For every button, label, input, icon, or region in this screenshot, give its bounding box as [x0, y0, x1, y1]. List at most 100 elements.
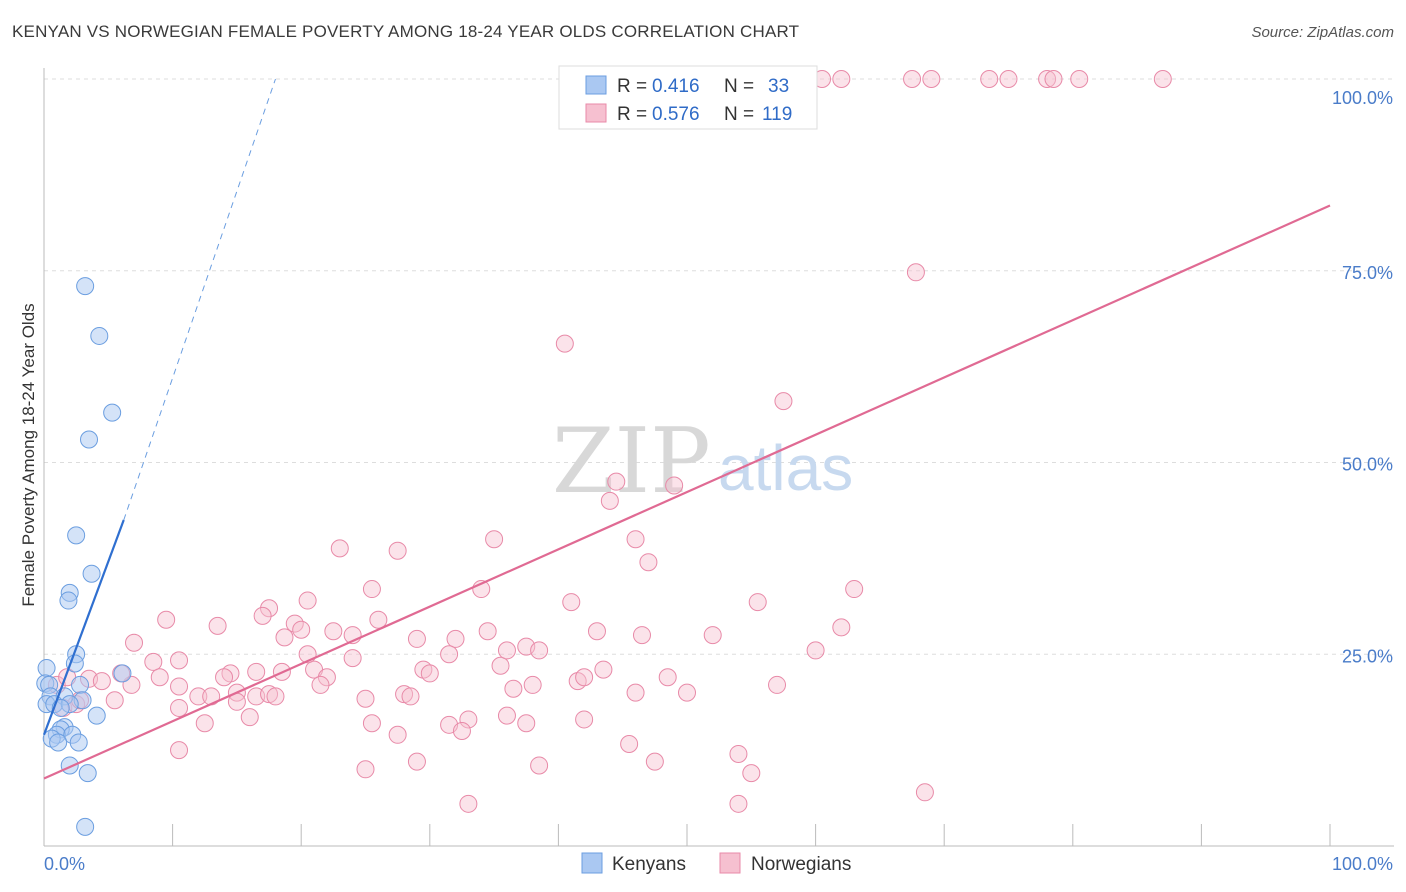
norwegians-point — [530, 641, 549, 660]
norwegians-point — [330, 539, 349, 558]
norwegians-point — [562, 593, 581, 612]
norwegians-point — [92, 672, 111, 691]
norwegians-point — [170, 698, 189, 717]
norwegians-point — [832, 70, 851, 88]
kenyans-point — [90, 326, 109, 345]
norwegians-point — [189, 687, 208, 706]
norwegians-point — [356, 760, 375, 779]
norwegians-point — [362, 580, 381, 599]
chart-title: KENYAN VS NORWEGIAN FEMALE POVERTY AMONG… — [12, 22, 800, 41]
norwegians-point — [362, 714, 381, 733]
norwegians-point — [356, 689, 375, 708]
norwegians-point — [1038, 70, 1057, 88]
norwegians-point — [922, 70, 941, 88]
kenyans-point — [76, 817, 95, 836]
norwegians-point — [620, 734, 639, 753]
norwegians-point — [999, 70, 1018, 88]
norwegians-point — [170, 651, 189, 670]
norwegians-trend-line — [43, 204, 1331, 780]
norwegians-point — [703, 626, 722, 645]
norwegians-point — [407, 629, 426, 648]
norwegians-point — [832, 618, 851, 637]
norwegians-point — [170, 741, 189, 760]
stats-legend: R = 0.416 N = 33 R = 0.576 N = 119 — [558, 65, 818, 130]
norwegians-point — [626, 530, 645, 549]
kenyans-trend-line — [42, 519, 125, 736]
norwegians-point — [311, 675, 330, 694]
norwegians-point — [980, 70, 999, 88]
kenyans-point — [37, 659, 56, 678]
series-legend: Kenyans Norwegians — [581, 852, 851, 875]
norwegians-point — [658, 668, 677, 687]
norwegians-point — [632, 626, 651, 645]
kenyans-points — [36, 277, 132, 836]
norwegians-point — [343, 649, 362, 668]
kenyans-n-value: 33 — [768, 76, 789, 97]
norwegians-point — [748, 593, 767, 612]
norwegians-point — [639, 553, 658, 572]
kenyans-swatch — [585, 75, 607, 95]
norwegians-point — [275, 628, 294, 647]
norwegians-point — [575, 710, 594, 729]
norwegians-point — [420, 664, 439, 683]
norwegians-point — [497, 706, 516, 725]
norwegians-point — [324, 622, 343, 641]
norwegians-point — [407, 752, 426, 771]
norwegians-point — [665, 476, 684, 495]
norwegians-point — [485, 530, 504, 549]
norwegians-point — [497, 641, 516, 660]
norwegians-point — [1044, 70, 1063, 88]
norwegians-legend-swatch — [719, 852, 741, 874]
watermark: ZIP atlas — [552, 409, 853, 514]
norwegians-point — [247, 662, 266, 681]
kenyans-point — [59, 591, 78, 610]
norwegians-point — [125, 633, 144, 652]
kenyans-point — [69, 733, 88, 752]
norwegians-point — [459, 710, 478, 729]
norwegians-point — [903, 70, 922, 88]
x-tick-label: 100.0% — [1332, 854, 1393, 874]
norwegians-point — [292, 620, 311, 639]
y-tick-label: 75.0% — [1342, 263, 1393, 283]
norwegians-point — [440, 645, 459, 664]
kenyans-r-label: R = — [617, 76, 647, 97]
y-axis-title: Female Poverty Among 18-24 Year Olds — [19, 303, 38, 606]
norwegians-point — [587, 622, 606, 641]
norwegians-point — [774, 392, 793, 411]
norwegians-point — [260, 599, 279, 618]
norwegians-point — [523, 675, 542, 694]
axes-layer — [43, 68, 1394, 847]
kenyans-point — [103, 403, 122, 422]
y-tick-label: 50.0% — [1342, 455, 1393, 475]
norwegians-point — [446, 629, 465, 648]
norwegians-point — [768, 675, 787, 694]
norwegians-point — [317, 668, 336, 687]
norwegians-point — [150, 668, 169, 687]
kenyans-point — [67, 526, 86, 545]
kenyans-point — [87, 706, 106, 725]
norwegians-point — [742, 764, 761, 783]
norwegians-n-value: 119 — [762, 104, 792, 125]
grid-layer — [44, 78, 1394, 655]
norwegians-point — [478, 622, 497, 641]
norwegians-point — [600, 491, 619, 510]
norwegians-point — [144, 652, 163, 671]
norwegians-legend-label: Norwegians — [751, 854, 851, 875]
norwegians-point — [504, 679, 523, 698]
kenyans-point — [80, 430, 99, 449]
norwegians-point — [266, 687, 285, 706]
kenyans-point — [78, 764, 97, 783]
norwegians-point — [530, 756, 549, 775]
kenyans-point — [65, 654, 84, 673]
norwegians-n-label: N = — [724, 104, 754, 125]
y-tick-label: 25.0% — [1342, 646, 1393, 666]
x-tick-label: 0.0% — [44, 854, 85, 874]
norwegians-point — [906, 263, 925, 282]
norwegians-point — [208, 616, 227, 635]
kenyans-trend-extension — [123, 78, 276, 521]
norwegians-point — [729, 794, 748, 813]
kenyans-r-value: 0.416 — [652, 76, 700, 97]
kenyans-point — [82, 564, 101, 583]
norwegians-point — [517, 714, 536, 733]
